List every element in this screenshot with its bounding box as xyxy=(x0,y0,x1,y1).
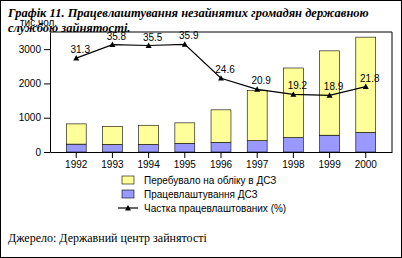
legend: Перебувало на обліку в ДСЗ Працевлаштуван… xyxy=(118,175,286,214)
marker xyxy=(73,55,79,60)
x-tick: 1995 xyxy=(174,152,197,170)
x-tick-mark xyxy=(184,152,185,158)
bar xyxy=(66,124,86,144)
y-axis: 0 1000 2000 3000 xyxy=(19,33,51,158)
data-label: 20.9 xyxy=(251,75,271,86)
bar xyxy=(102,144,122,152)
x-tick: 1999 xyxy=(318,152,341,170)
x-tick: 1993 xyxy=(101,152,124,170)
bar xyxy=(66,144,86,152)
bar xyxy=(356,37,376,132)
data-label: 24.6 xyxy=(215,64,235,75)
line xyxy=(76,44,366,95)
y-tick-label: 2000 xyxy=(19,78,42,89)
y-tick: 1000 xyxy=(19,112,50,123)
bar xyxy=(211,110,231,143)
x-tick-mark xyxy=(293,152,294,158)
data-label: 21.8 xyxy=(360,73,380,84)
bar xyxy=(247,90,267,140)
bar xyxy=(283,138,303,152)
data-label: 19.2 xyxy=(288,80,308,91)
y-tick-label: 3000 xyxy=(19,44,42,55)
x-tick: 1992 xyxy=(65,152,88,170)
x-tick-label: 1997 xyxy=(246,159,269,170)
x-tick-mark xyxy=(329,152,330,158)
x-tick-mark xyxy=(148,152,149,158)
frame xyxy=(1,1,402,258)
marker xyxy=(290,91,296,96)
y-axis-line xyxy=(50,33,51,153)
legend-entry: Перебувало на обліку в ДСЗ xyxy=(122,175,276,186)
y2-axis-line xyxy=(392,32,393,152)
data-label: 35.8 xyxy=(107,31,127,42)
x-tick-label: 1994 xyxy=(137,159,160,170)
legend-marker xyxy=(125,205,131,210)
y-tick: 0 xyxy=(35,147,50,158)
x-tick-mark xyxy=(76,152,77,158)
marker xyxy=(182,41,188,46)
y-tick-mark xyxy=(44,83,50,84)
x-tick-mark xyxy=(221,152,222,158)
x-tick: 1997 xyxy=(246,152,269,170)
chart: Графік 11. Працевлаштування незайнятих г… xyxy=(0,0,402,258)
bar xyxy=(139,144,159,152)
y-tick-label: 1000 xyxy=(19,112,42,123)
bar xyxy=(139,125,159,144)
y-tick-mark xyxy=(44,118,50,119)
data-label: 31.3 xyxy=(71,44,91,55)
bar xyxy=(175,143,195,152)
marker xyxy=(218,75,224,80)
marks xyxy=(66,37,375,152)
plot: 0100020003000199219931994199519961997199… xyxy=(19,32,393,170)
x-tick-label: 1999 xyxy=(318,159,341,170)
x-tick: 2000 xyxy=(355,152,378,170)
marker xyxy=(363,84,369,89)
y-tick-mark xyxy=(44,152,50,153)
source: Джерело: Державний центр зайнятості xyxy=(8,231,207,245)
data-label: 18.9 xyxy=(324,81,344,92)
y-tick: 2000 xyxy=(19,78,50,89)
bar xyxy=(320,135,340,152)
x-axis: 1992 1993 1994 1995 1996 1997 1998 1999 2000 xyxy=(51,152,393,170)
legend-swatch xyxy=(122,190,134,198)
bar xyxy=(356,132,376,152)
bar xyxy=(175,123,195,144)
bar xyxy=(283,68,303,138)
x-tick: 1996 xyxy=(210,152,233,170)
marker xyxy=(327,92,333,97)
x-tick-label: 1992 xyxy=(65,159,88,170)
y-tick-mark xyxy=(44,49,50,50)
x-tick-label: 1998 xyxy=(282,159,305,170)
x-tick-label: 1996 xyxy=(210,159,233,170)
y-tick: 3000 xyxy=(19,44,50,55)
data-labels: 31.3 35.8 35.5 35.9 24.6 20.9 19.2 18.9 21.8 xyxy=(71,30,380,92)
plot-top-line xyxy=(50,32,392,33)
marker xyxy=(254,86,260,91)
legend-entry: Частка працевлаштованих (%) xyxy=(118,203,286,214)
x-tick-label: 1995 xyxy=(174,159,197,170)
legend-swatch xyxy=(122,176,134,184)
bar xyxy=(247,141,267,152)
legend-label: Перебувало на обліку в ДСЗ xyxy=(144,175,276,186)
bar xyxy=(102,126,122,144)
bar xyxy=(211,142,231,152)
x-tick: 1994 xyxy=(137,152,160,170)
legend-label: Частка працевлаштованих (%) xyxy=(144,203,286,214)
data-label: 35.5 xyxy=(143,32,163,43)
marker xyxy=(146,43,152,48)
y-label: тис.чол. xyxy=(20,17,57,28)
x-tick-mark xyxy=(365,152,366,158)
marker xyxy=(109,42,115,47)
x-tick-label: 2000 xyxy=(355,159,378,170)
legend-entry: Працевлаштування ДСЗ xyxy=(122,189,258,200)
data-label: 35.9 xyxy=(179,30,199,41)
legend-label: Працевлаштування ДСЗ xyxy=(144,189,258,200)
x-tick-label: 1993 xyxy=(101,159,124,170)
x-tick-mark xyxy=(112,152,113,158)
x-tick: 1998 xyxy=(282,152,305,170)
y-tick-label: 0 xyxy=(35,147,41,158)
x-tick-mark xyxy=(257,152,258,158)
